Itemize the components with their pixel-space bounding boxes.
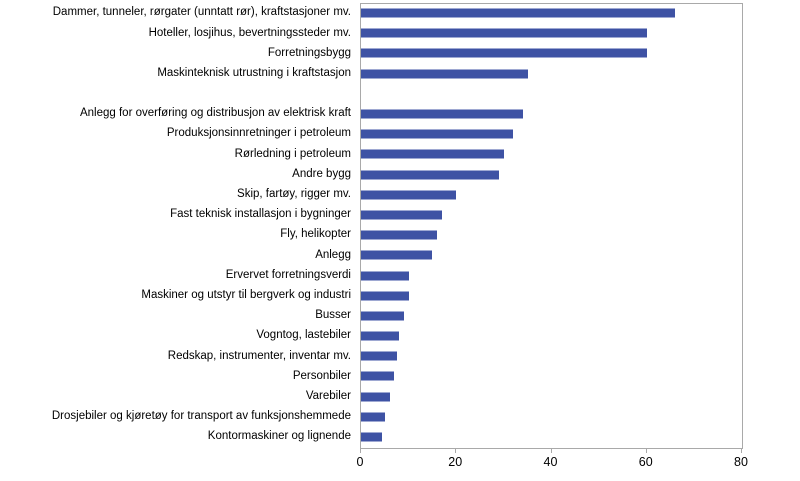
x-tick-mark [360, 448, 361, 453]
bar-track [361, 124, 742, 144]
bar-row: Varebiler [0, 387, 800, 407]
bar-row: Andre bygg [0, 165, 800, 185]
bar [361, 210, 442, 220]
bar-track [361, 245, 742, 265]
bar [361, 351, 397, 361]
x-tick-mark [455, 448, 457, 453]
bar-track [361, 104, 742, 124]
x-tick-mark [741, 448, 742, 453]
category-label: Rørledning i petroleum [234, 147, 351, 160]
bar-track [361, 265, 742, 285]
category-label: Kontormaskiner og lignende [207, 430, 351, 443]
category-label: Fly, helikopter [280, 228, 351, 241]
category-label: Hoteller, losjihus, bevertningssteder mv… [148, 26, 351, 39]
category-label: Ervervet forretningsverdi [225, 268, 351, 281]
bar [361, 271, 409, 281]
bar [361, 230, 438, 240]
bar [361, 129, 514, 139]
category-label: Redskap, instrumenter, inventar mv. [167, 349, 351, 362]
bar [361, 109, 523, 119]
bar-track [361, 64, 742, 84]
bar-track [361, 286, 742, 306]
bar-track [361, 144, 742, 164]
category-label: Varebiler [305, 389, 351, 402]
bar-track [361, 185, 742, 205]
category-label: Skip, fartøy, rigger mv. [237, 188, 351, 201]
category-label: Anlegg for overføring og distribusjon av… [79, 107, 351, 120]
bar [361, 371, 395, 381]
bar [361, 412, 385, 422]
bar-track [361, 3, 742, 23]
category-label: Maskiner og utstyr til bergverk og indus… [141, 288, 351, 301]
category-label: Personbiler [292, 369, 351, 382]
bar [361, 432, 383, 442]
bar-row: Anlegg [0, 245, 800, 265]
category-label: Maskinteknisk utrustning i kraftstasjon [157, 66, 351, 79]
bar-track [361, 346, 742, 366]
bar-row: Maskiner og utstyr til bergverk og indus… [0, 286, 800, 306]
bar [361, 291, 409, 301]
bar-row: Maskinteknisk utrustning i kraftstasjon [0, 64, 800, 84]
x-tick-mark [645, 448, 647, 453]
bar-row: Ervervet forretningsverdi [0, 265, 800, 285]
bar [361, 392, 390, 402]
category-label: Dammer, tunneler, rørgater (unntatt rør)… [52, 6, 351, 19]
bar-row: Forretningsbygg [0, 43, 800, 63]
bar-row: Fly, helikopter [0, 225, 800, 245]
bar-row: Busser [0, 306, 800, 326]
bar-track [361, 43, 742, 63]
bar [361, 250, 433, 260]
bar-track [361, 407, 742, 427]
bar-track [361, 366, 742, 386]
bar [361, 170, 500, 180]
x-tick-label: 40 [543, 455, 558, 469]
bar-row: Hoteller, losjihus, bevertningssteder mv… [0, 23, 800, 43]
bar-track [361, 165, 742, 185]
bar-row: Produksjonsinnretninger i petroleum [0, 124, 800, 144]
bar [361, 69, 528, 79]
category-label: Vogntog, lastebiler [256, 329, 351, 342]
bar [361, 48, 647, 58]
bar-track [361, 387, 742, 407]
x-tick-label: 60 [638, 455, 653, 469]
bar-row: Kontormaskiner og lignende [0, 427, 800, 447]
bar-row: Anlegg for overføring og distribusjon av… [0, 104, 800, 124]
category-label: Forretningsbygg [267, 46, 351, 59]
bar-row [0, 84, 800, 104]
bar-track [361, 84, 742, 104]
category-label: Anlegg [315, 248, 351, 261]
bar-track [361, 326, 742, 346]
x-tick-mark [550, 448, 552, 453]
bar-row: Personbiler [0, 366, 800, 386]
bar-track [361, 427, 742, 447]
bar [361, 28, 647, 38]
category-label: Produksjonsinnretninger i petroleum [166, 127, 351, 140]
bar [361, 8, 676, 18]
bar [361, 311, 404, 321]
bar-row: Drosjebiler og kjøretøy for transport av… [0, 407, 800, 427]
category-label: Busser [315, 309, 351, 322]
x-tick-label: 20 [448, 455, 463, 469]
bar-row: Fast teknisk installasjon i bygninger [0, 205, 800, 225]
category-label: Andre bygg [292, 167, 351, 180]
bar-row: Skip, fartøy, rigger mv. [0, 185, 800, 205]
category-label: Drosjebiler og kjøretøy for transport av… [51, 410, 351, 423]
bar-track [361, 205, 742, 225]
x-tick-label: 0 [356, 455, 364, 469]
bar-track [361, 306, 742, 326]
bar-track [361, 23, 742, 43]
bar [361, 190, 457, 200]
bar [361, 331, 400, 341]
x-tick-label: 80 [734, 455, 748, 469]
category-label: Fast teknisk installasjon i bygninger [170, 208, 351, 221]
x-axis: 0 20 40 60 80 [356, 448, 748, 478]
bar-row: Redskap, instrumenter, inventar mv. [0, 346, 800, 366]
bar-rows: Dammer, tunneler, rørgater (unntatt rør)… [0, 3, 800, 447]
bar-row: Dammer, tunneler, rørgater (unntatt rør)… [0, 3, 800, 23]
bar-row: Rørledning i petroleum [0, 144, 800, 164]
bar-track [361, 225, 742, 245]
bar [361, 149, 504, 159]
bar-row: Vogntog, lastebiler [0, 326, 800, 346]
